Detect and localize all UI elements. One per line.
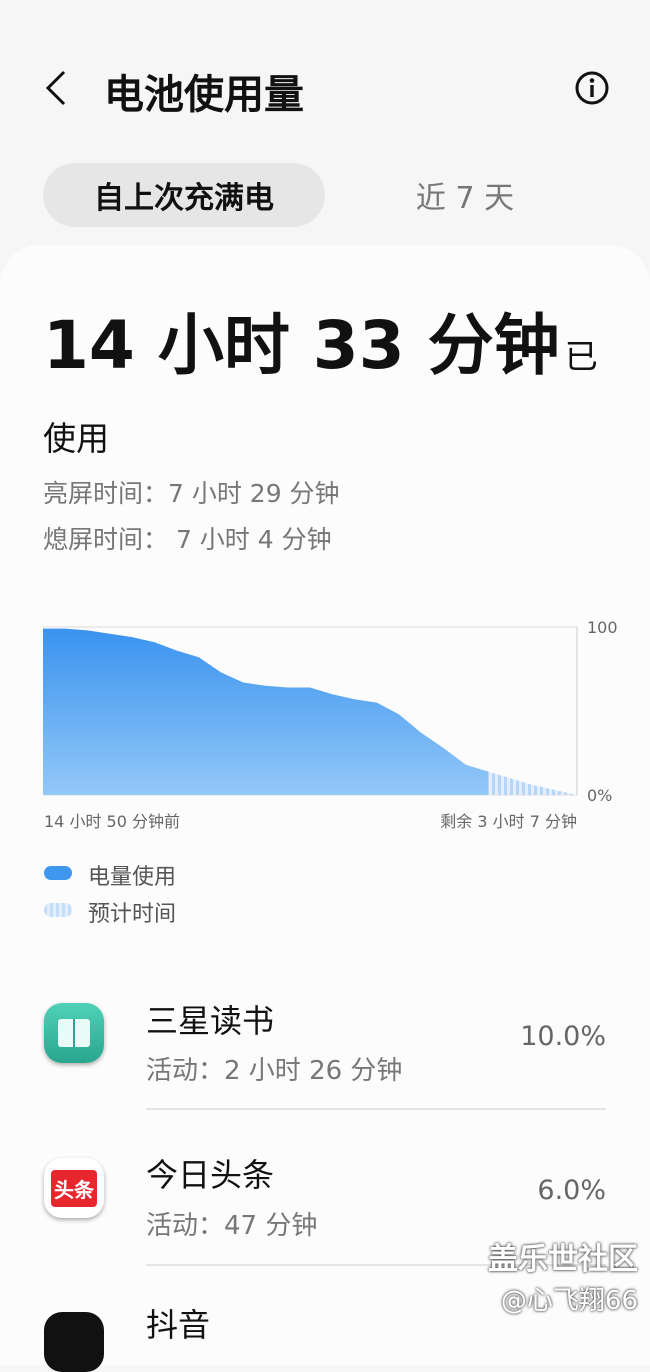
used-suffix: 已使用 bbox=[43, 337, 598, 458]
app-name[interactable]: 今日头条 bbox=[146, 1156, 275, 1194]
y-tick-label: 100 bbox=[587, 618, 618, 637]
tab[interactable]: 自上次充满电 bbox=[43, 163, 325, 227]
app-percent: 6.0% bbox=[537, 1175, 606, 1206]
watermark-user: @心飞翔66 bbox=[500, 1286, 638, 1316]
info-button[interactable] bbox=[574, 70, 610, 106]
area bbox=[43, 628, 488, 795]
watermark-site: 盖乐世社区 bbox=[488, 1242, 638, 1277]
legend-swatch bbox=[44, 903, 72, 917]
y-tick-label: 0% bbox=[587, 786, 612, 805]
tab[interactable]: 近 7 天 bbox=[415, 181, 515, 216]
icon-label: 头条 bbox=[51, 1169, 97, 1207]
app-name[interactable]: 抖音 bbox=[146, 1306, 211, 1344]
app-icon[interactable] bbox=[44, 1003, 104, 1063]
app-activity: 活动：47 分钟 bbox=[146, 1211, 318, 1241]
legend-label: 电量使用 bbox=[88, 865, 177, 890]
separator bbox=[146, 1108, 606, 1110]
screen: 电池使用量 自上次充满电 近 7 天 14 小时 33 分钟 已使用 亮屏时间：… bbox=[40, 66, 638, 1372]
page-title: 电池使用量 bbox=[104, 72, 304, 118]
screen-off-time: 熄屏时间： 7 小时 4 分钟 bbox=[43, 525, 332, 554]
app-name[interactable]: 三星读书 bbox=[146, 1002, 275, 1040]
app-icon[interactable]: 头条 bbox=[44, 1158, 104, 1218]
legend-swatch bbox=[44, 866, 72, 880]
app-icon[interactable] bbox=[44, 1312, 104, 1372]
back-button[interactable] bbox=[40, 66, 70, 110]
x-start-label: 14 小时 50 分钟前 bbox=[44, 812, 180, 831]
card bbox=[0, 245, 650, 1365]
total-usage: 14 小时 33 分钟 已使用 bbox=[43, 308, 603, 483]
separator bbox=[146, 1264, 606, 1266]
total-used: 14 小时 33 分钟 bbox=[43, 307, 560, 384]
app-percent: 10.0% bbox=[520, 1021, 606, 1052]
x-end-label: 剩余 3 小时 7 分钟 bbox=[440, 812, 577, 831]
app-activity: 活动：2 小时 26 分钟 bbox=[146, 1056, 403, 1086]
battery-chart: 0% 100 bbox=[43, 618, 618, 805]
legend-label: 预计时间 bbox=[88, 902, 177, 927]
screen-on-time: 亮屏时间：7 小时 29 分钟 bbox=[43, 479, 340, 508]
area bbox=[488, 771, 577, 795]
